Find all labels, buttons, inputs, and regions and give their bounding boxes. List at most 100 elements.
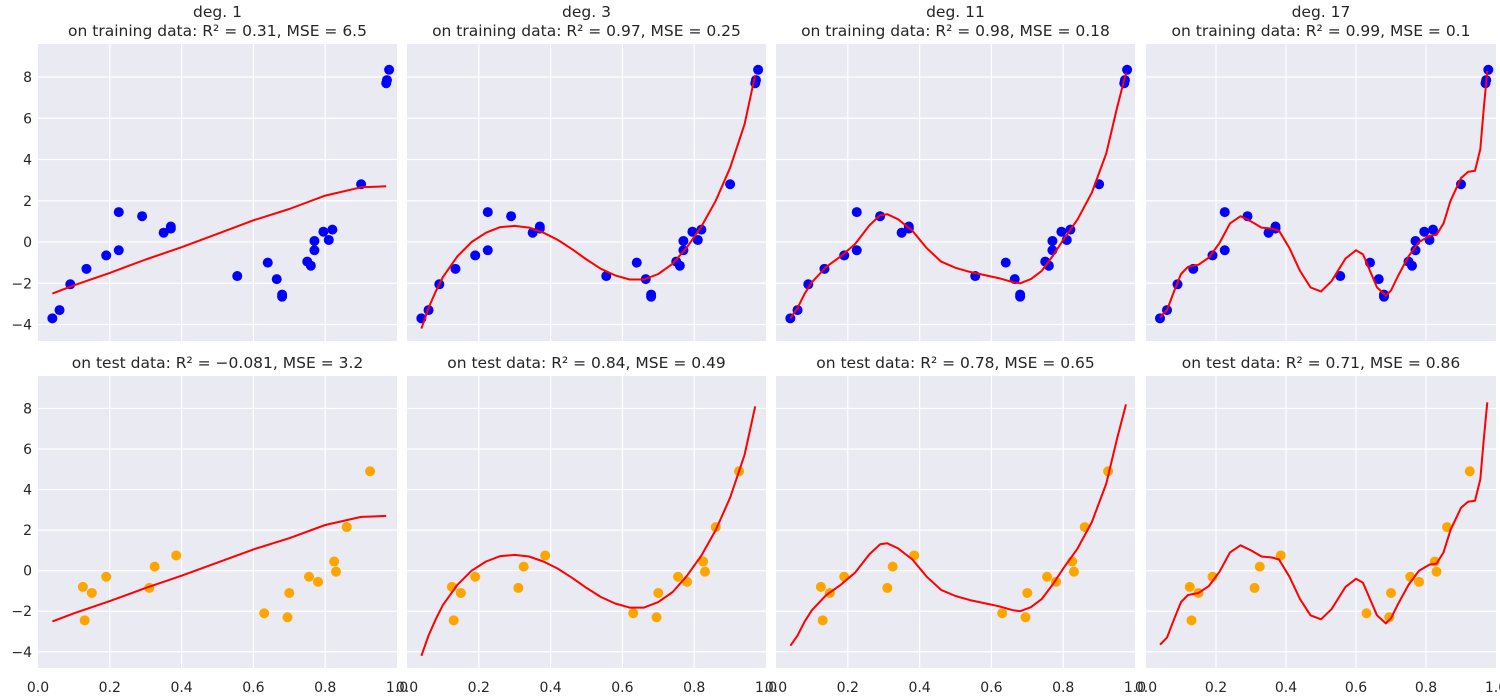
data-point [1219, 245, 1230, 256]
data-point [101, 250, 112, 261]
data-point [171, 550, 182, 561]
data-point [381, 75, 392, 86]
data-point [673, 571, 684, 582]
subplot-title: deg. 1 [193, 3, 242, 21]
data-point [482, 245, 493, 256]
data-point [1254, 561, 1265, 572]
data-point [1249, 582, 1260, 593]
data-point [81, 263, 92, 274]
subplot-title: deg. 11 [926, 3, 985, 21]
x-tick-label: 1.0 [755, 680, 777, 696]
data-point [309, 245, 320, 256]
subplot-subtitle: on training data: R² = 0.31, MSE = 6.5 [68, 22, 367, 40]
plot-background [407, 376, 766, 668]
data-point [851, 245, 862, 256]
data-point [284, 587, 295, 598]
data-point [839, 571, 850, 582]
subplot-7: on test data: R² = 0.78, MSE = 0.65 0.0 0.… [765, 354, 1146, 696]
data-point [282, 612, 293, 623]
data-points [77, 466, 376, 626]
data-point [678, 235, 689, 246]
x-tick-label: 1.0 [1124, 680, 1146, 696]
data-point [305, 260, 316, 271]
x-tick-label: 0.0 [27, 680, 49, 696]
x-tick-label: 0.2 [99, 680, 121, 696]
data-point [1442, 522, 1452, 533]
subplot-8: on test data: R² = 0.71, MSE = 0.86 0.0 0.… [1135, 354, 1500, 696]
y-tick-label: 0 [23, 235, 32, 251]
x-tick-label: 0.8 [683, 680, 705, 696]
data-point [646, 291, 657, 302]
data-point [1428, 224, 1438, 235]
x-tick-label: 0.2 [1205, 680, 1227, 696]
y-tick-label: 4 [23, 483, 32, 499]
data-point [54, 305, 65, 316]
data-point [631, 257, 642, 268]
data-point [149, 561, 160, 572]
data-point [699, 566, 710, 577]
data-point [1000, 257, 1011, 268]
data-point [1056, 226, 1067, 237]
data-points [446, 466, 745, 626]
data-point [79, 615, 90, 626]
data-point [1186, 615, 1197, 626]
data-point [506, 211, 517, 222]
fit-curve [789, 72, 1127, 319]
data-point [698, 556, 709, 567]
data-point [1407, 260, 1417, 271]
data-point [1122, 64, 1133, 75]
data-point [277, 291, 288, 302]
subplot-subtitle: on training data: R² = 0.98, MSE = 0.18 [801, 22, 1110, 40]
data-point [540, 550, 551, 561]
data-point [696, 224, 707, 235]
fit-curve [52, 185, 387, 295]
plot-background [776, 44, 1135, 341]
x-tick-label: 0.6 [1345, 680, 1367, 696]
data-point [518, 561, 529, 572]
y-tick-label: 4 [23, 153, 32, 169]
y-tick-label: −2 [11, 276, 32, 292]
data-point [651, 612, 662, 623]
data-point [77, 581, 88, 592]
data-point [851, 207, 862, 218]
data-point [1361, 608, 1372, 619]
y-tick-label: −4 [11, 645, 32, 661]
data-point [1335, 271, 1346, 282]
subplot-subtitle: on training data: R² = 0.97, MSE = 0.25 [432, 22, 741, 40]
data-point [329, 556, 340, 567]
y-tick-label: 8 [23, 70, 32, 86]
x-tick-label: 0.0 [765, 680, 787, 696]
y-tick-label: −2 [11, 604, 32, 620]
data-point [384, 64, 395, 75]
data-point [137, 211, 148, 222]
subplot-subtitle: on test data: R² = 0.71, MSE = 0.86 [1182, 354, 1461, 372]
plot-background [38, 376, 397, 668]
plot-background [1146, 376, 1496, 668]
data-point [1047, 235, 1058, 246]
data-point [882, 582, 893, 593]
data-point [817, 615, 828, 626]
x-tick-label: 0.4 [170, 680, 192, 696]
plot-background [776, 376, 1135, 668]
data-point [1184, 581, 1195, 592]
data-point [327, 224, 338, 235]
data-point [262, 257, 273, 268]
y-tick-label: 8 [23, 401, 32, 417]
fit-curve [1159, 402, 1489, 646]
data-points [1184, 466, 1475, 626]
y-tick-label: 6 [23, 111, 32, 127]
y-tick-label: −4 [11, 318, 32, 334]
data-point [839, 250, 850, 261]
data-point [470, 571, 481, 582]
data-point [86, 587, 97, 598]
data-point [628, 608, 639, 619]
data-point [1022, 587, 1033, 598]
subplot-title: deg. 3 [562, 3, 611, 21]
x-tick-label: 0.2 [468, 680, 490, 696]
x-tick-label: 0.0 [1135, 680, 1157, 696]
data-point [313, 576, 324, 587]
fit-curve [420, 74, 757, 329]
data-point [887, 561, 898, 572]
data-point [47, 313, 58, 324]
data-point [1068, 566, 1079, 577]
